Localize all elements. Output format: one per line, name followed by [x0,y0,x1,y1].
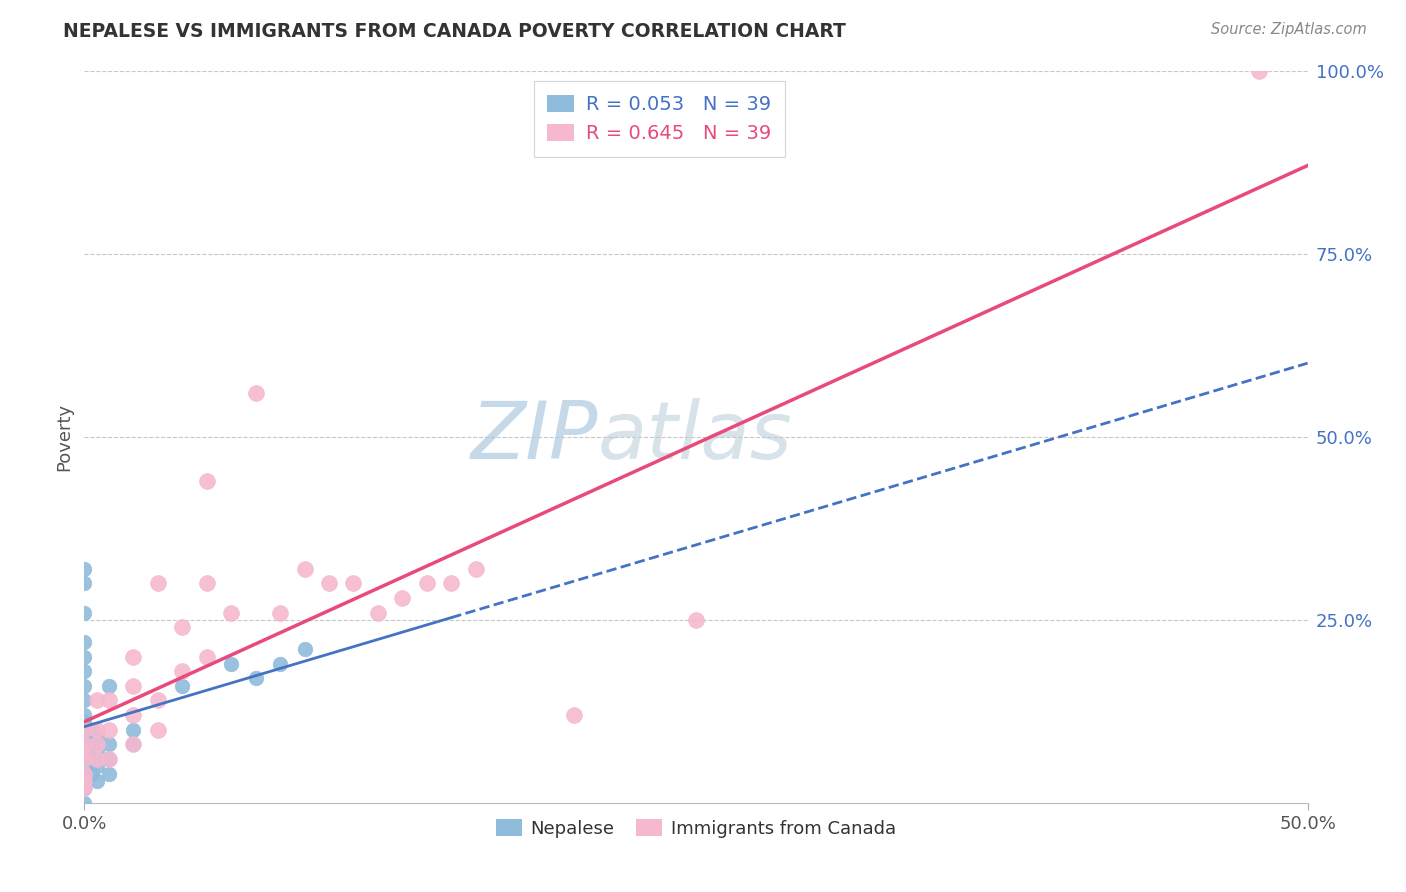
Point [97,679,120,693]
Point [80,752,103,766]
Point [73,723,96,737]
Point [195,649,218,664]
Point [122,723,145,737]
Point [73,715,96,730]
Point [97,723,120,737]
Point [73,708,96,723]
Point [269,657,291,671]
Point [122,737,145,751]
Point [685,613,707,627]
Point [73,730,96,744]
Point [80,737,103,751]
Point [73,664,96,678]
Legend: Nepalese, Immigrants from Canada: Nepalese, Immigrants from Canada [489,813,903,845]
Point [172,620,194,634]
Point [73,745,96,759]
Point [73,737,96,751]
Point [73,781,96,796]
Point [122,737,145,751]
Point [73,737,96,751]
Point [73,679,96,693]
Point [562,708,585,723]
Point [1247,64,1270,78]
Text: Source: ZipAtlas.com: Source: ZipAtlas.com [1211,22,1367,37]
Point [318,576,340,591]
Point [97,752,120,766]
Point [367,606,389,620]
Point [73,773,96,788]
Point [97,737,120,751]
Point [73,723,96,737]
Point [86,759,108,773]
Point [73,752,96,766]
Point [342,576,364,591]
Point [73,766,96,780]
Point [86,693,108,707]
Point [440,576,463,591]
Point [97,693,120,707]
Point [146,723,169,737]
Point [73,562,96,576]
Point [245,672,267,686]
Point [122,708,145,723]
Point [219,657,242,671]
Point [269,606,291,620]
Y-axis label: Poverty: Poverty [55,403,73,471]
Point [86,723,108,737]
Point [86,737,108,751]
Point [86,745,108,759]
Point [97,752,120,766]
Point [86,773,108,788]
Point [172,679,194,693]
Point [73,693,96,707]
Point [172,664,194,678]
Point [73,606,96,620]
Point [97,766,120,780]
Point [73,766,96,780]
Point [80,723,103,737]
Point [73,576,96,591]
Point [73,752,96,766]
Point [464,562,486,576]
Point [122,649,145,664]
Point [86,752,108,766]
Text: atlas: atlas [598,398,793,476]
Point [73,745,96,759]
Point [195,576,218,591]
Point [416,576,439,591]
Point [73,773,96,788]
Point [245,386,267,401]
Point [294,562,316,576]
Point [391,591,413,605]
Point [195,474,218,488]
Point [146,693,169,707]
Point [122,679,145,693]
Point [146,576,169,591]
Point [219,606,242,620]
Point [73,796,96,810]
Point [73,649,96,664]
Point [294,642,316,657]
Point [80,766,103,780]
Point [73,635,96,649]
Point [86,730,108,744]
Text: ZIP: ZIP [471,398,598,476]
Text: NEPALESE VS IMMIGRANTS FROM CANADA POVERTY CORRELATION CHART: NEPALESE VS IMMIGRANTS FROM CANADA POVER… [63,22,846,41]
Point [73,781,96,796]
Point [73,759,96,773]
